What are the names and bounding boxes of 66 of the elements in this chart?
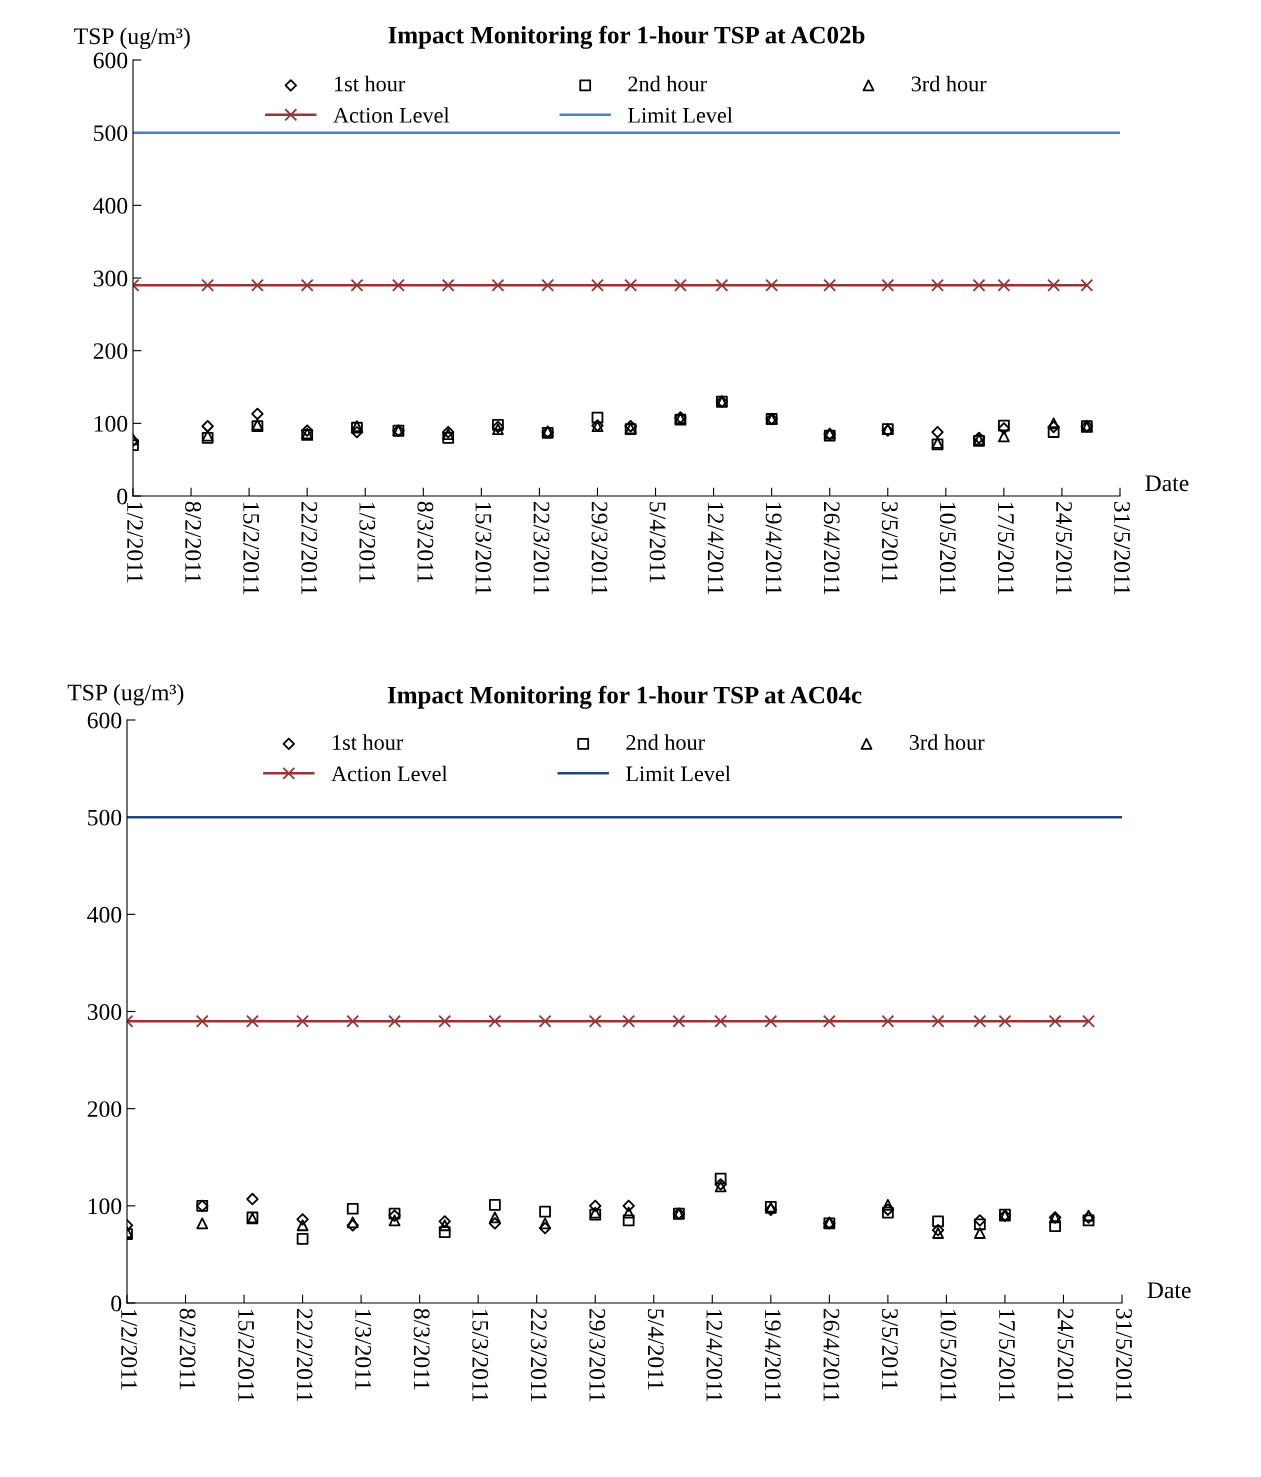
x-tick-label: 19/4/2011	[764, 1309, 781, 1402]
legend-label: 1st hour	[334, 75, 406, 92]
y-tick-label: 300	[87, 1003, 122, 1020]
x-tick-label: 8/2/2011	[179, 1308, 196, 1390]
x-tick-label: 31/5/2011	[1116, 1308, 1133, 1402]
x-tick-label: 15/3/2011	[472, 1309, 489, 1402]
chart-title: Impact Monitoring for 1-hour TSP at AC04c	[387, 685, 862, 709]
y-axis-title: TSP (ug/m³)	[67, 683, 184, 706]
x-tick-label: 29/3/2011	[589, 1308, 606, 1402]
legend-label: 1st hour	[332, 734, 404, 750]
x-tick-label: 17/5/2011	[999, 1309, 1015, 1402]
x-tick-label: 19/4/2011	[765, 502, 782, 595]
legend-label: 3rd hour	[909, 734, 985, 750]
legend-label: Limit Level	[628, 107, 733, 123]
x-tick-label: 26/4/2011	[823, 1308, 840, 1402]
legend-label: 2nd hour	[628, 75, 707, 92]
x-tick-label: 8/2/2011	[185, 501, 202, 583]
chart-title: Impact Monitoring for 1-hour TSP at AC02b	[388, 25, 865, 49]
x-tick-label: 22/3/2011	[530, 1308, 547, 1402]
x-tick-label: 31/5/2011	[1114, 501, 1131, 595]
x-tick-label: 3/5/2011	[881, 501, 898, 583]
x-tick-label: 12/4/2011	[707, 502, 724, 595]
y-tick-label: 300	[93, 270, 128, 287]
x-tick-label: 15/2/2011	[238, 1309, 255, 1402]
x-tick-label: 22/2/2011	[301, 501, 318, 595]
x-tick-label: 10/5/2011	[940, 1309, 957, 1402]
y-axis-title: TSP (ug/m³)	[74, 27, 190, 50]
y-tick-label: 0	[117, 488, 128, 505]
x-tick-label: 26/4/2011	[823, 501, 840, 595]
y-tick-label: 400	[93, 197, 128, 214]
legend-label: Action Level	[331, 765, 448, 782]
y-tick-label: 100	[94, 415, 128, 432]
x-tick-label: 1/3/2011	[359, 502, 376, 583]
x-tick-label: 10/5/2011	[939, 502, 956, 595]
legend-label: 3rd hour	[911, 75, 987, 92]
y-tick-label: 500	[94, 125, 128, 142]
y-tick-label: 200	[93, 343, 128, 360]
y-tick-label: 0	[111, 1295, 122, 1312]
y-tick-label: 600	[87, 712, 122, 729]
x-tick-label: 17/5/2011	[997, 502, 1014, 595]
x-tick-label: 3/5/2011	[881, 1308, 898, 1390]
x-tick-label: 22/3/2011	[533, 501, 550, 595]
x-tick-label: 1/3/2011	[355, 1309, 372, 1390]
x-tick-label: 1/2/2011	[121, 1309, 138, 1390]
x-tick-label: 12/4/2011	[706, 1309, 723, 1402]
x-tick-label: 15/2/2011	[243, 502, 260, 595]
x-tick-label: 29/3/2011	[591, 501, 608, 595]
y-tick-label: 600	[93, 52, 128, 69]
x-tick-label: 1/2/2011	[127, 502, 144, 583]
legend-label: Action Level	[333, 107, 450, 123]
y-tick-label: 500	[88, 809, 122, 826]
x-tick-label: 22/2/2011	[296, 1308, 313, 1402]
x-tick-label: 24/5/2011	[1056, 501, 1072, 595]
x-tick-label: 24/5/2011	[1057, 1308, 1074, 1402]
x-tick-label: 8/3/2011	[413, 1308, 430, 1390]
y-tick-label: 400	[87, 906, 122, 923]
x-tick-label: 15/3/2011	[475, 502, 492, 595]
legend-label: 2nd hour	[626, 734, 705, 750]
x-axis-title: Date	[1145, 475, 1189, 492]
x-tick-label: 5/4/2011	[647, 1309, 664, 1390]
legend-label: Limit Level	[626, 765, 731, 782]
y-tick-label: 100	[88, 1198, 122, 1215]
y-tick-label: 200	[87, 1101, 122, 1118]
x-axis-title: Date	[1147, 1282, 1191, 1299]
x-tick-label: 5/4/2011	[649, 502, 666, 583]
x-tick-label: 8/3/2011	[417, 501, 434, 583]
